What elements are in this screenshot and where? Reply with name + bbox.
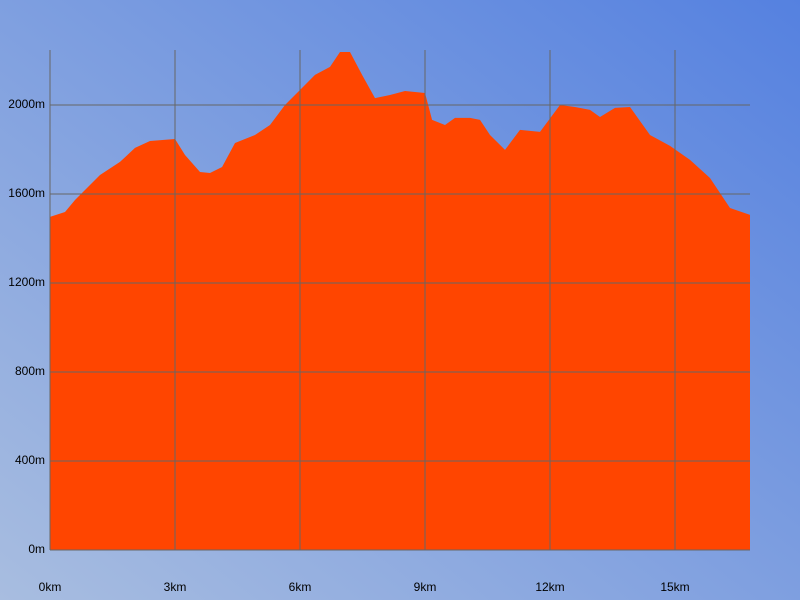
x-tick-label: 3km [164,580,187,594]
y-tick-label: 1200m [8,275,45,289]
x-tick-label: 0km [39,580,62,594]
area [50,52,750,550]
y-tick-label: 2000m [8,97,45,111]
y-tick-label: 800m [15,364,45,378]
x-tick-label: 15km [660,580,689,594]
y-tick-label: 0m [28,542,45,556]
x-tick-label: 12km [535,580,564,594]
y-tick-label: 1600m [8,186,45,200]
x-tick-label: 6km [289,580,312,594]
x-tick-label: 9km [414,580,437,594]
y-tick-label: 400m [15,453,45,467]
